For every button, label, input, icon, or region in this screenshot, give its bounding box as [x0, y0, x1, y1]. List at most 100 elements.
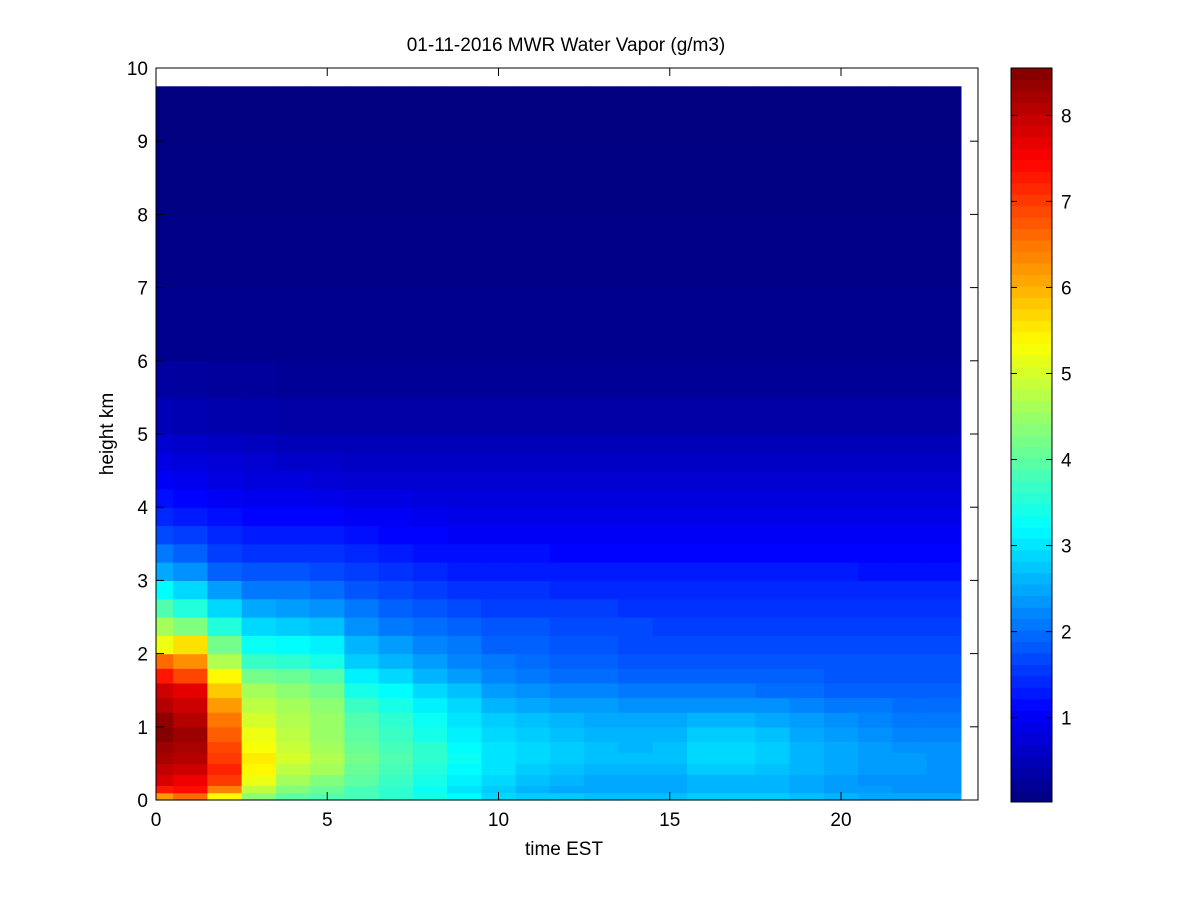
colorbar-segment	[1011, 389, 1052, 402]
heatmap-cell	[721, 214, 756, 289]
heatmap-cell	[652, 617, 688, 636]
heatmap-cell	[310, 682, 345, 699]
heatmap-cell	[275, 287, 311, 362]
heatmap-cell	[275, 668, 311, 684]
heatmap-cell	[618, 543, 654, 563]
heatmap-cell	[892, 507, 928, 527]
heatmap-cell	[892, 397, 928, 435]
heatmap-cell	[310, 525, 345, 545]
heatmap-cell	[686, 697, 722, 713]
heatmap-cell	[207, 763, 243, 775]
heatmap-cell	[926, 141, 962, 215]
heatmap-cell	[207, 580, 243, 600]
colorbar-segment	[1011, 136, 1052, 149]
heatmap-cell	[344, 653, 380, 669]
colorbar-segment	[1011, 113, 1052, 126]
heatmap-cell	[721, 434, 756, 453]
heatmap-cell	[207, 792, 243, 801]
heatmap-cell	[412, 562, 448, 581]
heatmap-cell	[584, 434, 619, 453]
colorbar-segment	[1011, 584, 1052, 597]
heatmap-cell	[412, 741, 448, 754]
heatmap-cell	[515, 86, 551, 142]
heatmap-cell	[481, 741, 517, 754]
heatmap-cell	[378, 682, 414, 699]
heatmap-cell	[652, 360, 688, 398]
heatmap-cell	[481, 214, 517, 289]
heatmap-cell	[721, 774, 756, 786]
heatmap-cells	[156, 86, 962, 801]
heatmap-cell	[173, 562, 208, 581]
heatmap-cell	[926, 668, 962, 684]
heatmap-cell	[618, 397, 654, 435]
heatmap-cell	[926, 598, 962, 618]
heatmap-cell	[584, 360, 619, 398]
heatmap-cell	[156, 697, 174, 713]
heatmap-cell	[755, 214, 791, 289]
heatmap-cell	[721, 141, 756, 215]
heatmap-cell	[447, 763, 482, 775]
heatmap-cell	[892, 741, 928, 754]
heatmap-cell	[549, 712, 585, 728]
heatmap-cell	[686, 543, 722, 563]
heatmap-cell	[344, 397, 380, 435]
heatmap-cell	[892, 785, 928, 794]
heatmap-cell	[207, 726, 243, 743]
heatmap-cell	[207, 452, 243, 472]
heatmap-cell	[755, 507, 791, 527]
colorbar-tick-label: 7	[1061, 192, 1072, 213]
heatmap-cell	[926, 726, 962, 743]
heatmap-cell	[858, 785, 893, 794]
heatmap-cell	[618, 598, 654, 618]
heatmap-cell	[618, 668, 654, 684]
heatmap-cell	[515, 470, 551, 490]
heatmap-cell	[241, 635, 277, 655]
heatmap-cell	[447, 617, 482, 636]
heatmap-cell	[892, 580, 928, 600]
heatmap-cell	[823, 543, 859, 563]
heatmap-cell	[156, 617, 174, 636]
heatmap-cell	[275, 682, 311, 699]
heatmap-cell	[173, 697, 208, 713]
heatmap-cell	[412, 763, 448, 775]
heatmap-cell	[686, 397, 722, 435]
colorbar-segment	[1011, 285, 1052, 298]
heatmap-cell	[755, 360, 791, 398]
heatmap-cell	[892, 617, 928, 636]
heatmap-cell	[858, 543, 893, 563]
heatmap-cell	[789, 580, 825, 600]
heatmap-cell	[584, 488, 619, 508]
heatmap-cell	[549, 580, 585, 600]
heatmap-cell	[755, 741, 791, 754]
colorbar-segment	[1011, 79, 1052, 92]
heatmap-cell	[789, 507, 825, 527]
colorbar-segment	[1011, 366, 1052, 379]
heatmap-cell	[584, 141, 619, 215]
heatmap-cell	[755, 617, 791, 636]
heatmap-cell	[481, 525, 517, 545]
colorbar-segment	[1011, 217, 1052, 230]
colorbar-tick-label: 4	[1061, 451, 1072, 472]
heatmap-cell	[549, 525, 585, 545]
heatmap-cell	[549, 752, 585, 764]
heatmap-cell	[789, 214, 825, 289]
heatmap-cell	[789, 452, 825, 472]
heatmap-cell	[618, 697, 654, 713]
heatmap-cell	[892, 763, 928, 775]
heatmap-cell	[686, 712, 722, 728]
heatmap-cell	[481, 543, 517, 563]
heatmap-cell	[447, 635, 482, 655]
heatmap-cell	[241, 668, 277, 684]
heatmap-cell	[789, 562, 825, 581]
heatmap-cell	[412, 214, 448, 289]
heatmap-cell	[207, 434, 243, 453]
heatmap-cell	[515, 697, 551, 713]
heatmap-cell	[378, 653, 414, 669]
heatmap-cell	[549, 287, 585, 362]
heatmap-cell	[549, 635, 585, 655]
heatmap-cell	[858, 360, 893, 398]
heatmap-cell	[481, 617, 517, 636]
heatmap-cell	[686, 682, 722, 699]
colorbar-segment	[1011, 480, 1052, 493]
heatmap-cell	[241, 397, 277, 435]
